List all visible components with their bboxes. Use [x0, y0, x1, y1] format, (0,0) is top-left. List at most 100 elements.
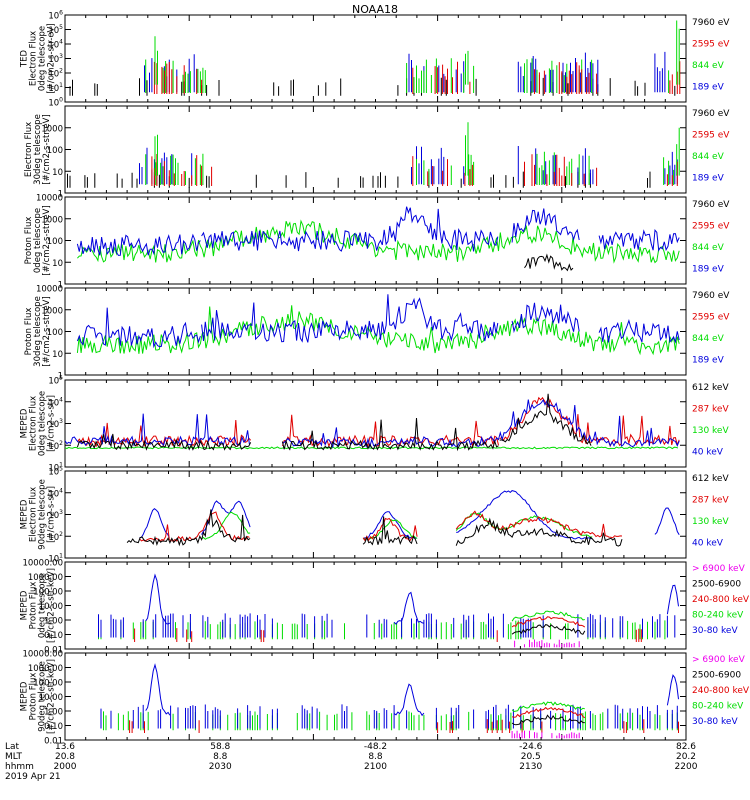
series-80-240 — [103, 711, 678, 731]
panel-frame — [64, 287, 687, 376]
series-traces — [65, 20, 681, 96]
legend-entry: 287 keV — [692, 496, 729, 506]
legend-entry: 844 eV — [692, 334, 725, 344]
y-tick-label: 100 — [48, 97, 63, 109]
panel-4: 1 10 100 1000 10000 Proton Flux 30deg telescop… — [24, 285, 730, 382]
series-80-240-arch — [511, 701, 585, 713]
y-axis-label: [#/cm2-s-str] — [47, 486, 57, 543]
series-612 — [76, 393, 592, 452]
footer-value: 20.5 — [521, 752, 541, 762]
y-tick-label: 0.10 — [44, 631, 63, 641]
footer-value: 13.6 — [55, 742, 75, 752]
y-axis-label: Electron Flux — [29, 487, 39, 542]
footer-row-label: MLT — [5, 752, 23, 762]
legend-entry: 612 keV — [692, 383, 729, 393]
legend-entry: 612 keV — [692, 474, 729, 484]
legend-entry: 80-240 keV — [692, 611, 744, 621]
y-axis-label: Electron Flux — [29, 396, 39, 451]
series-traces — [76, 206, 680, 272]
y-axis-label: Proton Flux — [29, 673, 39, 721]
legend-entry: 240-800 keV — [692, 686, 750, 696]
y-axis-label: [#/cm2-s-str-eV] — [42, 114, 52, 184]
legend-entry: 844 eV — [692, 243, 725, 253]
series-traces — [65, 393, 680, 452]
series-traces — [100, 663, 679, 739]
y-tick-label: 10000 — [36, 285, 63, 295]
footer-row-label: hhmm — [5, 762, 34, 772]
y-tick-label: 10000 — [36, 194, 63, 204]
y-axis-label: 0deg telescope — [38, 391, 48, 456]
y-tick-label: 100.00 — [33, 679, 63, 689]
legend-entry: 189 eV — [692, 356, 725, 366]
series-844 — [77, 219, 680, 264]
series-traces — [76, 294, 680, 356]
y-tick-label: 1000 — [41, 306, 63, 316]
y-axis-label: 0deg telescope — [33, 208, 43, 273]
footer-date: 2019 Apr 21 — [5, 772, 61, 782]
y-axis-label: 30deg telescope — [33, 114, 43, 185]
y-tick-label: 1000 — [41, 124, 63, 134]
y-axis-label: 0deg telescope — [38, 573, 48, 638]
legend-entry: 7960 eV — [692, 109, 730, 119]
y-tick-label: 1 — [58, 372, 63, 382]
footer-value: 8.8 — [368, 752, 383, 762]
legend-entry: 844 eV — [692, 61, 725, 71]
y-tick-label: 106 — [48, 10, 63, 22]
footer-value: -24.6 — [519, 742, 543, 752]
footer-value: 82.6 — [676, 742, 696, 752]
chart-title: NOAA18 — [352, 3, 398, 16]
legend-entry: 80-240 keV — [692, 702, 744, 712]
series-80-240-arch — [511, 610, 585, 622]
footer-row-label: Lat — [5, 742, 20, 752]
y-axis-label: MEPED — [20, 590, 30, 620]
series-844-peak — [154, 122, 680, 176]
y-tick-label: 10000.00 — [22, 559, 63, 569]
y-axis-label: Proton Flux — [24, 308, 34, 356]
y-axis-label: [#/cm2-s-str] — [47, 395, 57, 452]
legend-entry: 2595 eV — [692, 40, 730, 50]
y-tick-label: 0.10 — [44, 722, 63, 732]
footer-value: 2030 — [209, 762, 232, 772]
footer-value: 2100 — [364, 762, 387, 772]
footer-value: 20.8 — [55, 752, 75, 762]
series-240-800-arch — [511, 616, 586, 628]
y-axis-label: Proton Flux — [29, 582, 39, 630]
series-gt6900 — [514, 639, 580, 648]
y-axis-label: [#/cm2-s-str-eV] — [42, 205, 52, 275]
y-axis-label: 0deg telescope — [38, 26, 48, 91]
legend-entry: 189 eV — [692, 83, 725, 93]
footer-value: -48.2 — [364, 742, 387, 752]
y-tick-label: 1 — [58, 190, 63, 200]
legend-entry: 7960 eV — [692, 291, 730, 301]
legend-entry: > 6900 keV — [692, 564, 746, 574]
series-30-80-peak — [145, 573, 679, 625]
series-7960 — [524, 253, 574, 272]
series-844 — [145, 151, 675, 185]
y-axis-label: 90deg telescope — [38, 479, 48, 550]
panel-3: 1 10 100 1000 10000 Proton Flux 0deg telescope… — [24, 194, 730, 291]
y-axis-label: MEPED — [20, 408, 30, 438]
series-240-800-arch — [511, 706, 586, 719]
series-287 — [76, 396, 680, 448]
series-2595 — [153, 61, 681, 94]
series-2595 — [151, 154, 678, 186]
series-612 — [126, 509, 623, 547]
legend-entry: 130 keV — [692, 517, 729, 527]
series-40 — [139, 490, 680, 540]
y-tick-label: 0.01 — [44, 737, 63, 747]
legend-entry: 240-800 keV — [692, 595, 750, 605]
legend-entry: 30-80 keV — [692, 626, 738, 636]
y-tick-label: 1.00 — [44, 617, 63, 627]
legend-entry: > 6900 keV — [692, 655, 746, 665]
legend-entry: 2500-6900 — [692, 580, 741, 590]
y-tick-label: 100.00 — [33, 588, 63, 598]
series-traces — [67, 122, 680, 188]
series-30-80-peak — [145, 663, 679, 717]
series-844-peak — [154, 20, 680, 85]
legend-entry: 189 eV — [692, 174, 725, 184]
y-tick-label: 1.00 — [44, 708, 63, 718]
